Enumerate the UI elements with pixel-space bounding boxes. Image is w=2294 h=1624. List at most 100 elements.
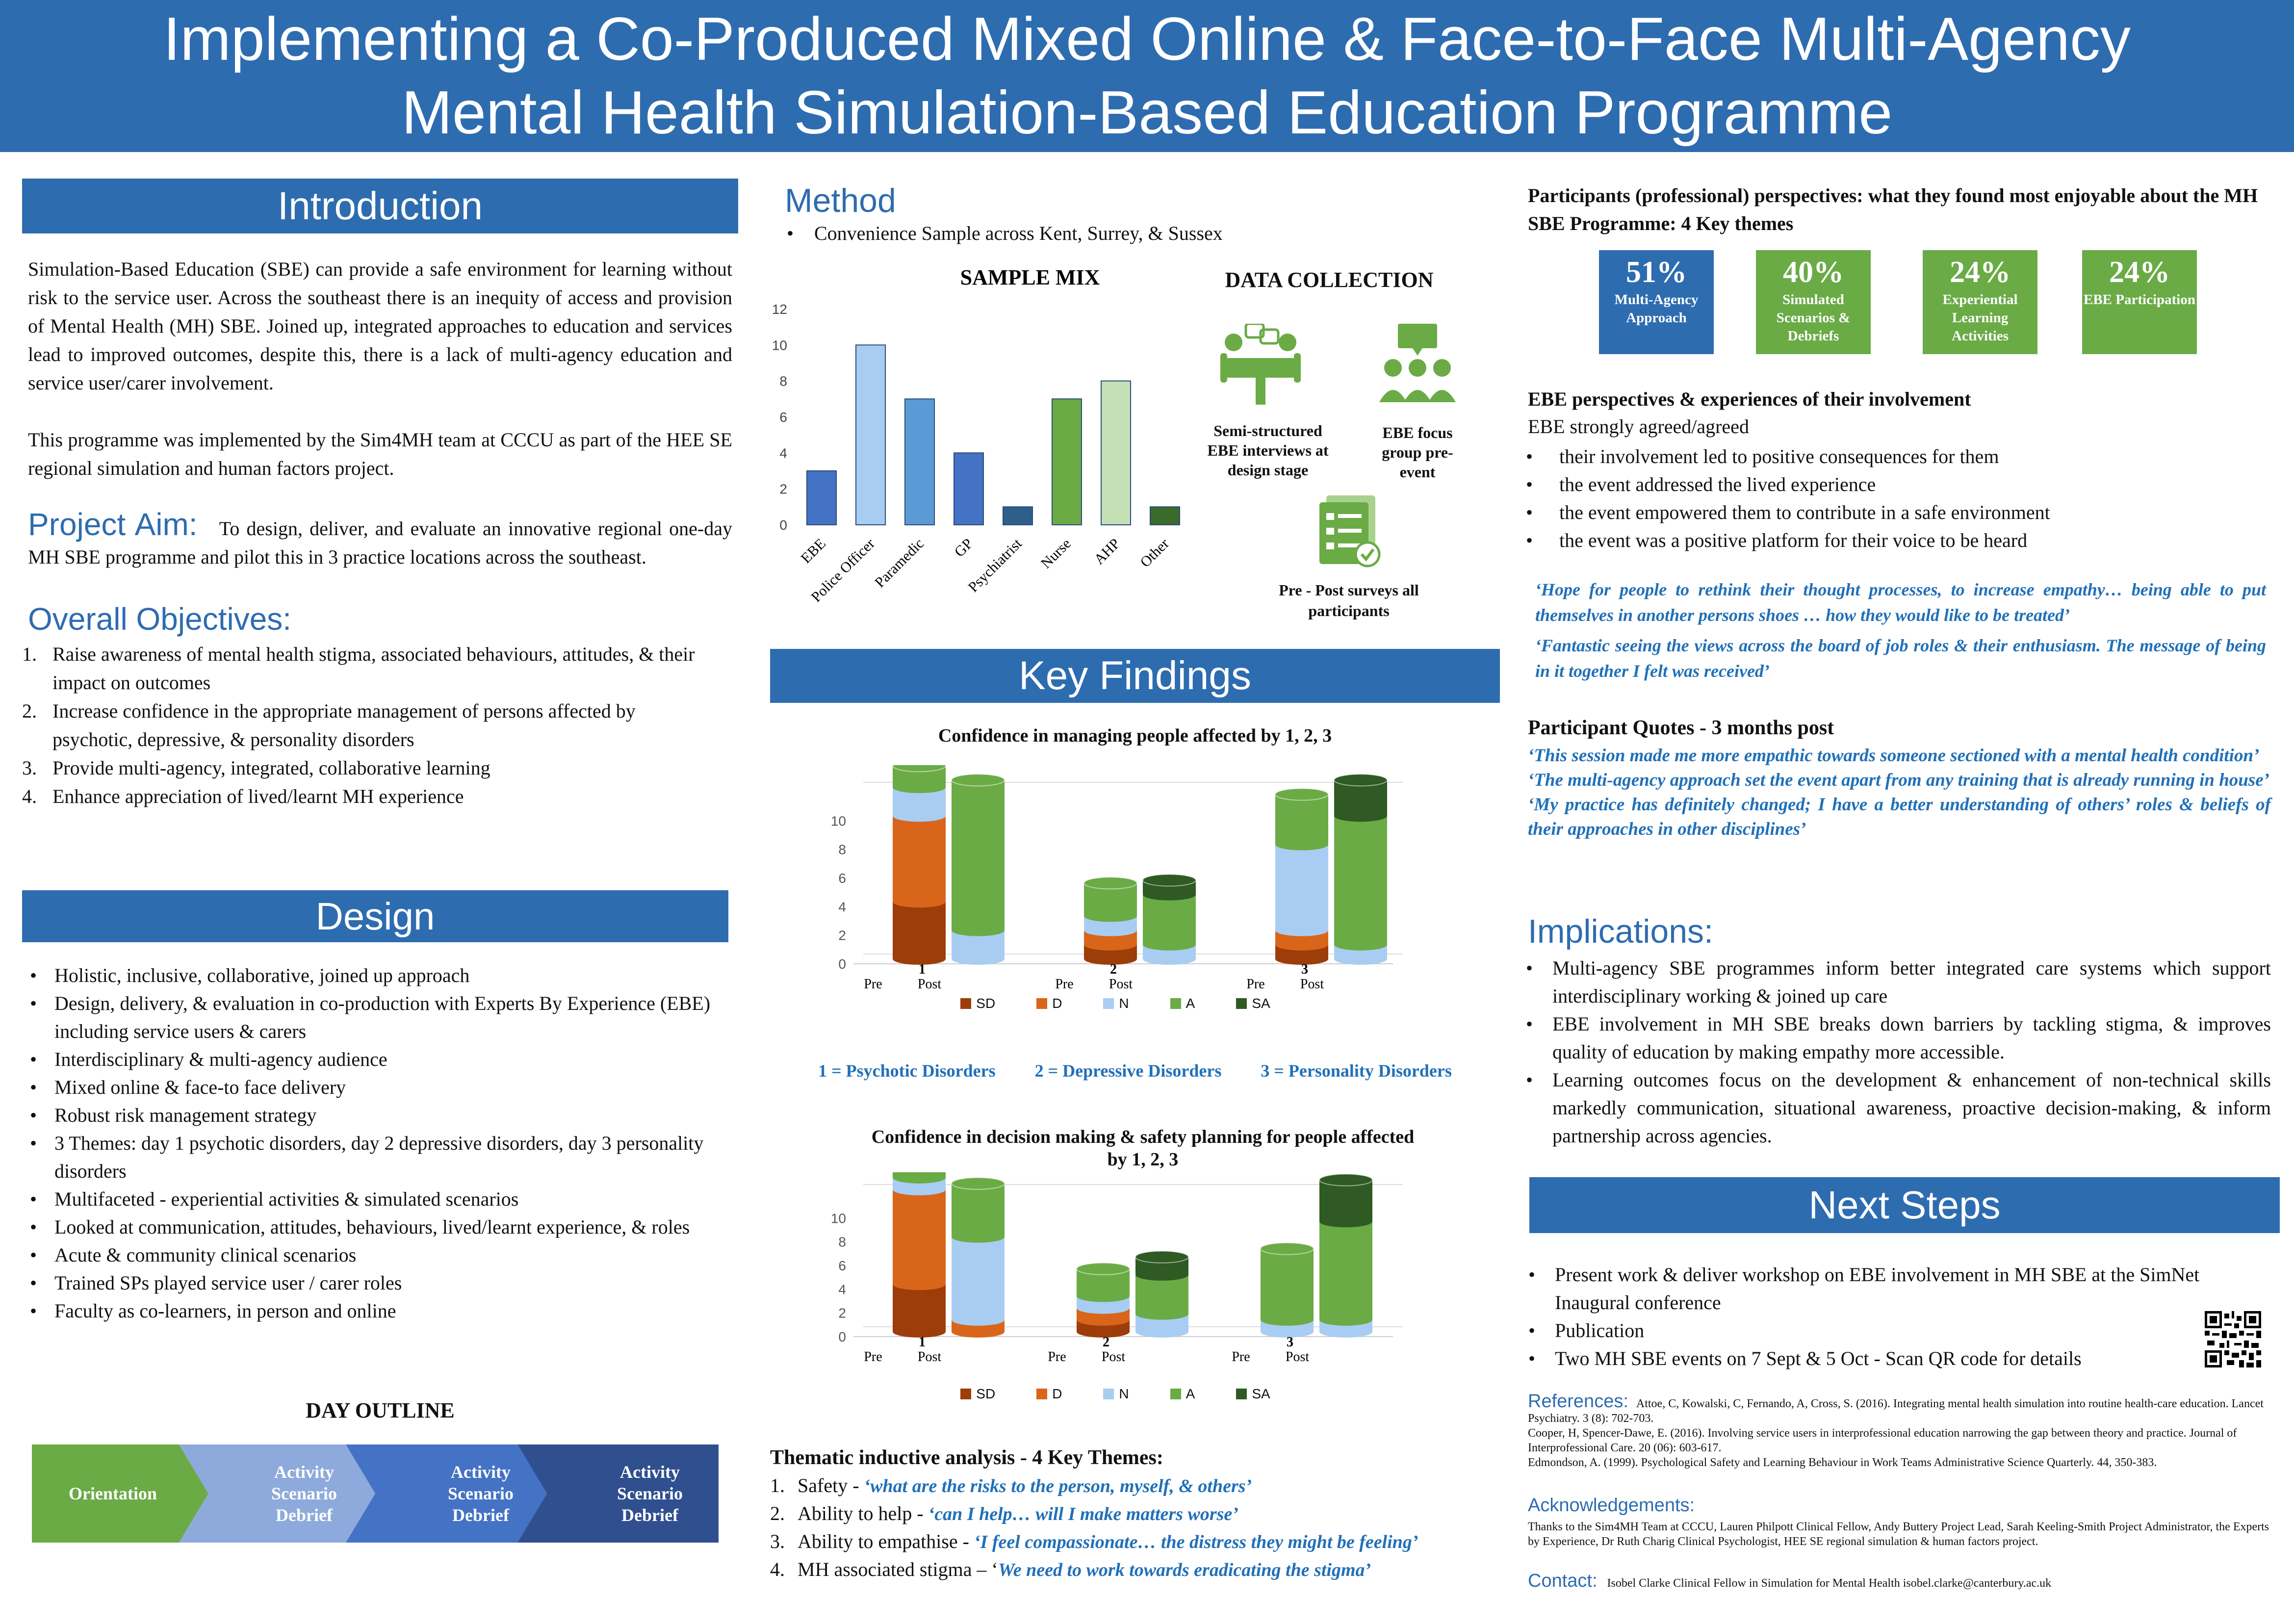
- bar-segment-base: [893, 953, 946, 965]
- bar-segment-base: [893, 1172, 946, 1184]
- title-line-1: Implementing a Co-Produced Mixed Online …: [163, 5, 2131, 73]
- step-orientation: [32, 1444, 208, 1543]
- bar-segment-base: [1135, 1308, 1188, 1320]
- list-item: ‘My practice has definitely changed; I h…: [1528, 795, 2271, 839]
- bar-segment-base: [1077, 1302, 1130, 1314]
- bar-segment: [952, 780, 1005, 930]
- group-label: 3: [1301, 962, 1308, 977]
- bar-segment-base: [893, 896, 946, 908]
- bar-top: [892, 765, 946, 773]
- bar-segment: [1275, 844, 1328, 930]
- method-bullet: • Convenience Sample across Kent, Surrey,…: [787, 222, 1223, 244]
- intro-para-1: Simulation-Based Education (SBE) can pro…: [28, 258, 732, 394]
- bar-segment-base: [893, 1184, 946, 1195]
- bar-segment-base: [1275, 953, 1328, 965]
- list-item: • their involvement led to positive conse…: [1526, 445, 1999, 467]
- y-tick-label: 8: [779, 374, 787, 389]
- bar-psychiatrist: [1003, 506, 1033, 526]
- intro-heading: Introduction: [22, 179, 738, 233]
- stat-box: 24% EBE Participation: [2082, 250, 2197, 354]
- qr-code-icon[interactable]: [2205, 1311, 2261, 1367]
- y-tick-label: 6: [779, 410, 787, 425]
- method-heading: Method: [785, 182, 896, 219]
- x-tick-label: AHP: [1091, 536, 1123, 568]
- list-item: • the event empowered them to contribute …: [1526, 501, 2050, 523]
- bar-label: Pre: [864, 977, 882, 992]
- list-item: • Mixed online & face-to face delivery: [30, 1076, 346, 1098]
- bar-ebe: [806, 470, 837, 525]
- aim-text: To design, deliver, and evaluate an inno…: [28, 517, 732, 568]
- list-item: • Publication: [1528, 1319, 1645, 1341]
- bar-label: Post: [1102, 1349, 1125, 1365]
- list-item: ‘The multi-agency approach set the event…: [1528, 770, 2269, 790]
- interview-icon: [1220, 324, 1301, 405]
- references-heading: References:: [1528, 1391, 1628, 1412]
- ebe-list: • their involvement led to positive conse…: [1523, 442, 2268, 554]
- acknowledgements-text: Thanks to the Sim4MH Team at CCCU, Laure…: [1528, 1521, 2269, 1548]
- reference-item: Attoe, C, Kowalski, C, Fernando, A, Cros…: [1528, 1397, 2264, 1425]
- bar-segment: [1135, 1275, 1188, 1314]
- chart-key-1: 1 = Psychotic Disorders: [818, 1061, 996, 1081]
- list-item: • 3 Themes: day 1 psychotic disorders, da…: [30, 1132, 704, 1182]
- bar-top: [1319, 1173, 1373, 1186]
- x-tick-label: EBE: [798, 536, 829, 567]
- group-label: 3: [1287, 1335, 1293, 1350]
- bar-paramedic: [904, 398, 935, 525]
- focus-group-icon: [1379, 324, 1456, 402]
- legend-sa: SA: [1236, 996, 1270, 1011]
- bar-segment-base: [1135, 1326, 1188, 1338]
- y-tick-label: 4: [838, 899, 846, 914]
- list-item: • Holistic, inclusive, collaborative, joi…: [30, 964, 470, 986]
- bar-segment: [1143, 894, 1196, 945]
- bar-segment-base: [1143, 953, 1196, 965]
- list-item: • EBE involvement in MH SBE breaks down b…: [1526, 1013, 2271, 1063]
- bar-segment-base: [1275, 924, 1328, 936]
- x-tick-label: Other: [1137, 536, 1172, 571]
- bar-segment-base: [952, 1231, 1005, 1243]
- bar-segment-base: [1077, 1290, 1130, 1302]
- bar-gp: [954, 452, 984, 526]
- y-tick-label: 8: [838, 1235, 846, 1250]
- perspectives-heading: Participants (professional) perspectives…: [1528, 184, 2258, 234]
- x-tick-label: Nurse: [1038, 536, 1074, 572]
- bar-segment-base: [1319, 1314, 1372, 1326]
- chart-key-2: 2 = Depressive Disorders: [1034, 1061, 1222, 1081]
- legend-n: N: [1103, 1386, 1129, 1402]
- bar-segment-base: [1275, 938, 1328, 951]
- y-tick-label: 0: [838, 1329, 846, 1344]
- y-tick-label: 2: [838, 1306, 846, 1321]
- contact-heading: Contact:: [1528, 1571, 1598, 1591]
- bar-label: Post: [1300, 977, 1324, 992]
- chart2-title: Confidence in decision making & safety p…: [871, 1127, 1415, 1170]
- y-tick-label: 10: [831, 813, 846, 828]
- design-list: • Holistic, inclusive, collaborative, joi…: [27, 961, 723, 1325]
- list-item: • Learning outcomes focus on the developm…: [1526, 1069, 2271, 1147]
- bar-other: [1150, 506, 1180, 526]
- dc-item: Semi-structured EBE interviews at design…: [1207, 422, 1329, 479]
- y-tick-label: 0: [779, 517, 787, 533]
- list-item: • Two MH SBE events on 7 Sept & 5 Oct - S…: [1528, 1347, 2082, 1369]
- bar-segment: [952, 1183, 1005, 1237]
- objectives-heading: Overall Objectives:: [28, 601, 292, 637]
- step-label: Activity Scenario Debrief: [271, 1462, 337, 1525]
- bar-segment-base: [952, 924, 1005, 936]
- bar-top: [1135, 1250, 1189, 1263]
- next-steps-list: • Present work & deliver workshop on EBE …: [1525, 1261, 2212, 1372]
- list-item: • Robust risk management strategy: [30, 1104, 317, 1126]
- step-activity-2: [346, 1444, 547, 1543]
- reference-item: Cooper, H, Spencer-Dawe, E. (2016). Invo…: [1528, 1427, 2237, 1454]
- bar-segment: [1275, 794, 1328, 845]
- list-item: • Multi-agency SBE programmes inform bett…: [1526, 957, 2271, 1007]
- bar-segment-base: [1077, 1326, 1130, 1338]
- bar-segment: [952, 1237, 1005, 1320]
- y-tick-label: 8: [838, 842, 846, 857]
- y-tick-label: 4: [838, 1282, 846, 1297]
- bar-segment-base: [1319, 1326, 1372, 1338]
- bar-segment-base: [1334, 810, 1387, 822]
- list-item: • the event was a positive platform for t…: [1526, 529, 2028, 551]
- bar-label: Pre: [1232, 1349, 1250, 1365]
- bar-segment-base: [893, 1326, 946, 1338]
- bar-segment: [1319, 1221, 1372, 1320]
- poster-title: Implementing a Co-Produced Mixed Online …: [0, 0, 2294, 152]
